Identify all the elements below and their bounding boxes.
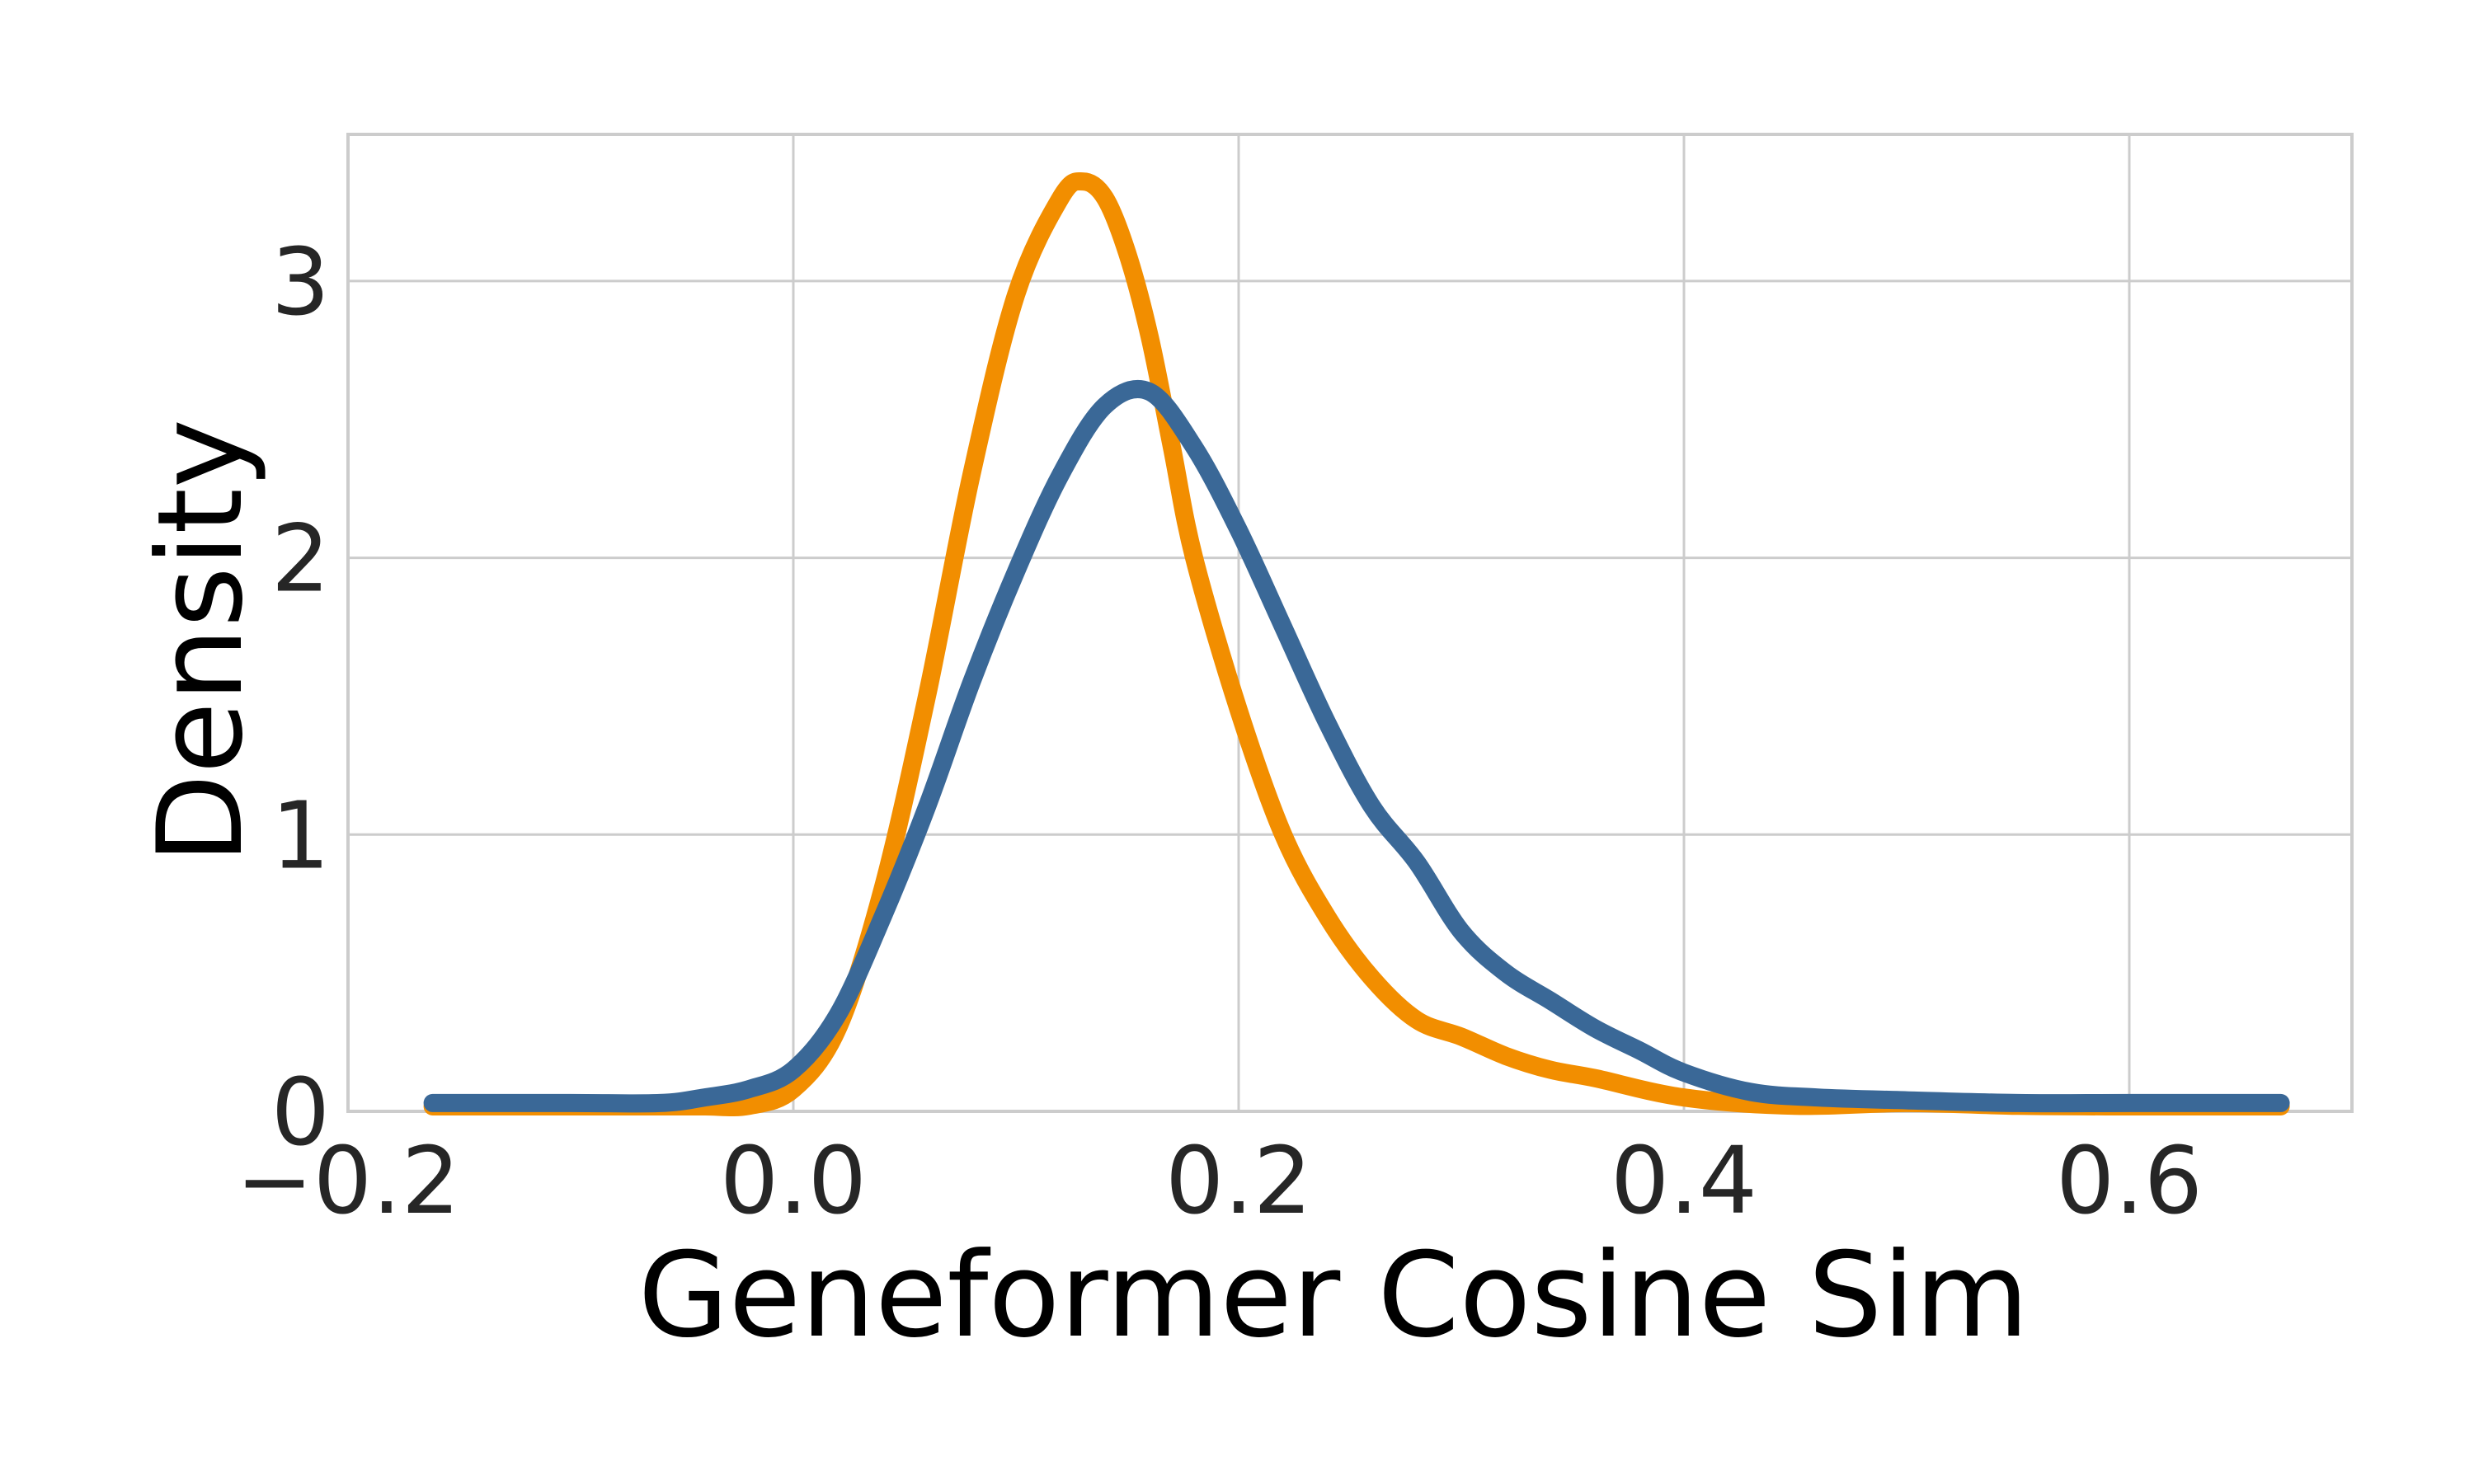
- density-curves: [423, 172, 2290, 1117]
- density-curve-2: [423, 379, 2290, 1113]
- x-tick-label: 0.0: [720, 1128, 867, 1235]
- x-tick-label: −0.2: [236, 1128, 460, 1235]
- y-tick-labels: 0 1 2 3: [271, 229, 330, 1167]
- x-tick-label: 0.6: [2056, 1128, 2203, 1235]
- x-tick-labels: −0.2 0.0 0.2 0.4 0.6: [236, 1128, 2203, 1235]
- x-tick-label: 0.4: [1611, 1128, 1757, 1235]
- y-tick-label: 3: [271, 229, 330, 336]
- y-tick-label: 0: [271, 1059, 330, 1167]
- x-tick-label: 0.2: [1165, 1128, 1312, 1235]
- x-axis-label: Geneformer Cosine Sim: [638, 1228, 2030, 1364]
- y-tick-label: 1: [271, 782, 330, 890]
- density-curve-1: [423, 172, 2290, 1117]
- y-tick-label: 2: [271, 506, 330, 613]
- y-gridlines: [348, 279, 2352, 1113]
- plot-frame: [346, 133, 2354, 1113]
- y-axis-label: Density: [133, 419, 269, 864]
